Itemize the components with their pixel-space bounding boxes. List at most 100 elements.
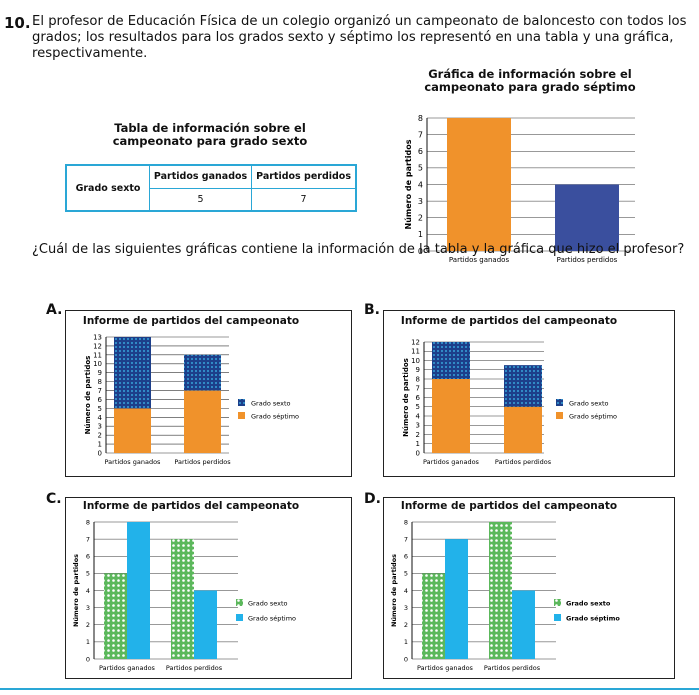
y-tick-label: 6 (98, 396, 103, 404)
y-tick-label: 8 (98, 378, 102, 386)
top-bar-chart: 0 1 2 3 4 5 6 7 8 Número de partidos Partidos gana… (404, 114, 635, 264)
bar-sexto (104, 573, 127, 659)
y-tick-label: 6 (404, 553, 408, 561)
bar-sexto (504, 365, 542, 407)
x-tick-label: Partidos ganados (449, 256, 510, 264)
option-d-title: Informe de partidos del campeonato (400, 500, 618, 512)
y-tick-label: 2 (86, 621, 90, 629)
table-caption: Tabla de información sobre el campeonato… (90, 122, 330, 148)
option-c-title: Informe de partidos del campeonato (82, 500, 300, 512)
bar-sexto (432, 342, 470, 379)
legend-label-sexto: Grado sexto (251, 400, 291, 408)
option-letter-a: A. (46, 302, 63, 318)
x-tick-label: Partidos ganados (99, 664, 156, 672)
legend-label-sexto: Grado sexto (569, 400, 609, 408)
y-axis-label: Número de partidos (84, 356, 92, 435)
top-chart-title-line2: campeonato para grado séptimo (424, 80, 636, 94)
y-tick-label: 0 (86, 655, 90, 663)
y-tick-label: 4 (404, 587, 408, 595)
top-chart-title: Gráfica de información sobre el campeona… (390, 68, 670, 94)
y-tick-label: 2 (416, 431, 420, 439)
bar-septimo (432, 379, 470, 453)
y-tick-label: 5 (404, 570, 408, 578)
y-tick-label: 9 (98, 369, 102, 377)
question-text: El profesor de Educación Física de un co… (32, 14, 687, 61)
option-letter-c: C. (46, 491, 62, 507)
y-tick-label: 9 (416, 366, 420, 374)
top-chart-title-line1: Gráfica de información sobre el (428, 67, 632, 81)
y-axis-label: Número de partidos (402, 358, 410, 437)
y-tick-label: 11 (411, 348, 420, 356)
question-number: 10. (4, 14, 31, 32)
legend-swatch-septimo (556, 412, 563, 419)
bar-septimo (504, 406, 542, 453)
question-stem: ¿Cuál de las siguientes gráficas contien… (32, 242, 685, 257)
bar-won (447, 118, 511, 251)
bar-sexto (489, 522, 512, 659)
y-tick-label: 4 (98, 414, 103, 422)
y-tick-label: 8 (86, 518, 90, 526)
bar-sexto (422, 573, 445, 659)
option-letter-b: B. (364, 302, 380, 318)
option-c-panel[interactable]: Informe de partidos del campeonato 0 1 2 3 4… (65, 497, 352, 679)
y-axis-label: Número de partidos (72, 554, 80, 627)
legend-swatch-septimo (238, 412, 245, 419)
y-tick-label: 0 (418, 247, 423, 256)
cell-won: 5 (148, 187, 253, 212)
y-tick-label: 0 (416, 449, 420, 457)
y-tick-label: 11 (93, 351, 102, 359)
bar-sexto (184, 354, 221, 391)
legend-label-septimo: Grado séptimo (569, 413, 617, 421)
y-tick-label: 0 (404, 655, 408, 663)
table-caption-line2: campeonato para grado sexto (112, 134, 308, 148)
y-tick-label: 7 (416, 385, 420, 393)
y-axis-label: Número de partidos (404, 139, 413, 229)
legend-swatch-septimo (554, 614, 561, 621)
x-tick-label: Partidos perdidos (484, 664, 541, 672)
y-tick-label: 1 (86, 638, 90, 646)
bar-septimo (445, 539, 468, 659)
y-tick-label: 5 (416, 403, 420, 411)
x-tick-label: Partidos perdidos (495, 458, 552, 466)
legend-label-septimo: Grado séptimo (248, 615, 296, 623)
table-caption-line1: Tabla de información sobre el (114, 121, 306, 135)
y-tick-label: 8 (418, 114, 423, 123)
bottom-divider (0, 688, 699, 690)
y-tick-label: 3 (404, 604, 408, 612)
y-tick-label: 2 (404, 621, 408, 629)
legend-label-sexto: Grado sexto (248, 600, 288, 608)
legend-label-sexto: Grado sexto (566, 600, 611, 608)
y-tick-label: 6 (418, 147, 423, 156)
option-d-panel[interactable]: Informe de partidos del campeonato 0 1 2 3 4… (383, 497, 675, 679)
y-tick-label: 4 (418, 180, 423, 189)
x-tick-label: Partidos perdidos (557, 256, 618, 264)
y-tick-label: 3 (418, 197, 423, 206)
bar-lost (555, 184, 619, 251)
x-tick-label: Partidos ganados (423, 458, 480, 466)
y-axis-label: Número de partidos (390, 554, 398, 627)
row-header: Grado sexto (65, 164, 150, 212)
cell-lost: 7 (251, 187, 357, 212)
y-tick-label: 10 (411, 357, 420, 365)
x-tick-label: Partidos ganados (105, 458, 162, 466)
option-d-chart: 0 1 2 3 4 5 6 7 8 Número de partidos Partidos gana… (390, 518, 620, 672)
legend-label-septimo: Grado séptimo (566, 615, 620, 623)
y-tick-label: 4 (416, 412, 421, 420)
option-c-chart: 0 1 2 3 4 5 6 7 8 Número de partidos Partidos gana… (72, 518, 296, 672)
option-a-title: Informe de partidos del campeonato (82, 315, 300, 327)
results-table: Grado sexto Partidos ganados Partidos pe… (65, 164, 357, 212)
y-tick-label: 1 (416, 440, 420, 448)
y-tick-label: 1 (404, 638, 408, 646)
x-tick-label: Partidos perdidos (166, 664, 223, 672)
legend-swatch-sexto (556, 399, 563, 406)
legend-label-septimo: Grado séptimo (251, 413, 299, 421)
y-tick-label: 5 (86, 570, 90, 578)
option-letter-d: D. (364, 491, 381, 507)
legend-swatch-sexto (236, 599, 243, 606)
x-tick-label: Partidos ganados (417, 664, 474, 672)
legend-swatch-septimo (236, 614, 243, 621)
